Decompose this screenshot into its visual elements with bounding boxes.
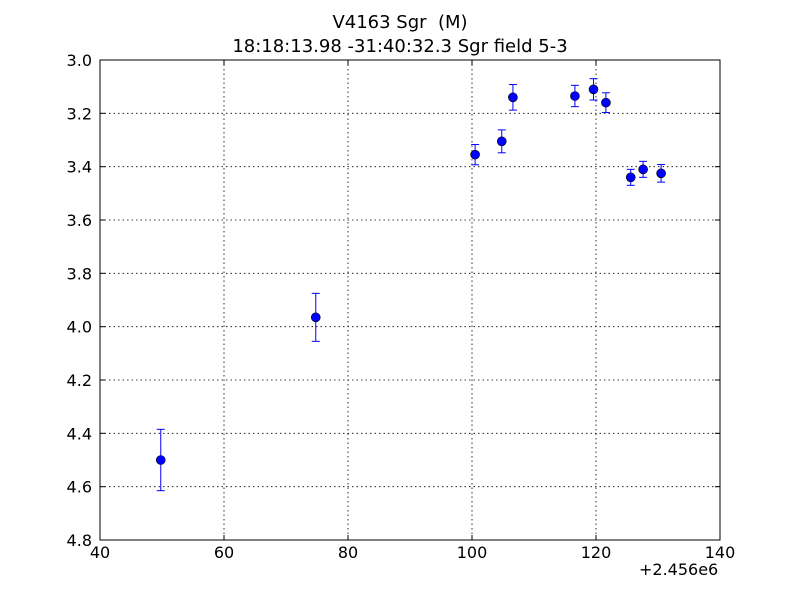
- data-point: [625, 168, 636, 186]
- data-marker: [310, 312, 321, 323]
- data-marker: [601, 97, 611, 108]
- y-tick-label: 3.2: [67, 104, 92, 123]
- data-marker: [588, 84, 599, 95]
- plot-frame: [99, 59, 721, 541]
- y-tick-label: 4.4: [67, 424, 92, 443]
- data-point: [496, 129, 507, 154]
- data-point: [155, 428, 166, 492]
- data-marker: [470, 149, 480, 160]
- data-point: [656, 164, 666, 183]
- x-axis-offset-label: +2.456e6: [639, 560, 719, 579]
- data-marker: [656, 168, 666, 179]
- x-tick-label: 120: [581, 543, 612, 562]
- data-marker: [625, 172, 636, 183]
- data-point: [470, 144, 480, 166]
- data-marker: [638, 164, 648, 175]
- axis-ticks: 40 60 80 100 120 140 3.0 3.2 3.4 3.6 3.8 4.0 4.2 4.4 4…: [67, 51, 736, 562]
- grid-lines: [100, 60, 720, 540]
- data-point: [638, 160, 648, 178]
- chart-subtitle: 18:18:13.98 -31:40:32.3 Sgr field 5-3: [232, 36, 568, 57]
- data-point: [588, 78, 599, 101]
- chart-title: V4163 Sgr (M): [332, 12, 468, 33]
- data-point: [310, 292, 321, 342]
- y-tick-label: 4.0: [67, 318, 92, 337]
- data-marker: [155, 455, 166, 465]
- x-tick-label: 140: [705, 543, 736, 562]
- data-points: [155, 78, 666, 492]
- data-point: [570, 84, 580, 108]
- y-tick-label: 3.4: [67, 158, 92, 177]
- y-tick-label: 3.0: [67, 51, 92, 70]
- y-tick-label: 4.6: [67, 478, 92, 497]
- y-tick-label: 3.8: [67, 264, 92, 283]
- data-point: [508, 84, 518, 111]
- data-marker: [496, 136, 507, 147]
- x-tick-label: 80: [338, 543, 358, 562]
- x-tick-label: 100: [457, 543, 488, 562]
- data-point: [601, 92, 611, 114]
- y-tick-label: 4.2: [67, 371, 92, 390]
- data-marker: [570, 91, 580, 101]
- y-tick-label: 3.6: [67, 211, 92, 230]
- y-tick-label: 4.8: [67, 531, 92, 550]
- x-tick-label: 40: [90, 543, 110, 562]
- x-tick-label: 60: [214, 543, 234, 562]
- data-marker: [508, 92, 518, 103]
